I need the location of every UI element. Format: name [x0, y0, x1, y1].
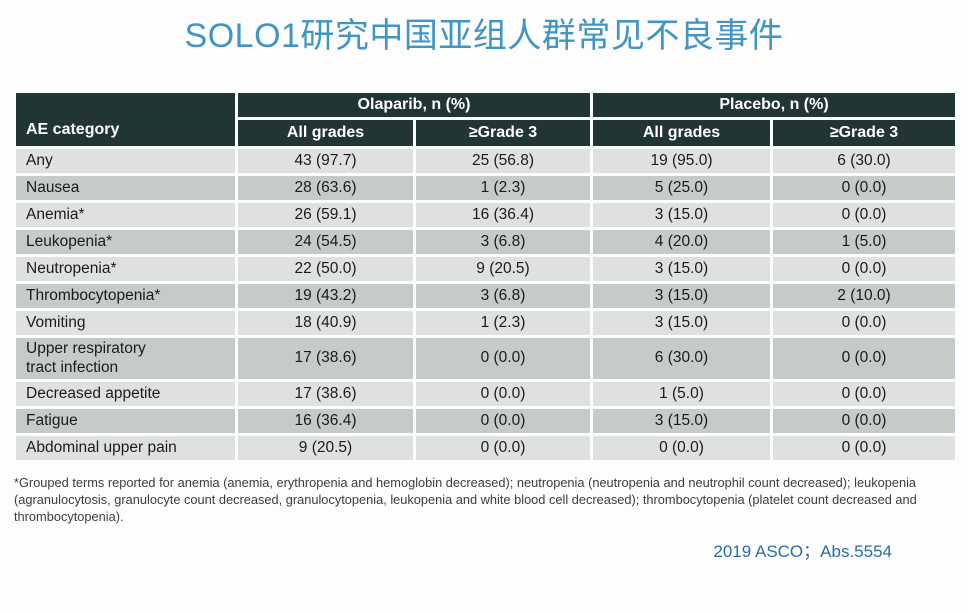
placebo-all-grades-header: All grades: [590, 117, 773, 149]
value-cell: 1 (5.0): [769, 227, 959, 257]
value-cell: 16 (36.4): [235, 405, 416, 436]
grouped-terms-footnote: *Grouped terms reported for anemia (anem…: [14, 475, 917, 525]
table-row: Leukopenia* 24 (54.5) 3 (6.8) 4 (20.0) 1…: [13, 227, 959, 257]
value-cell: 0 (0.0): [413, 335, 593, 382]
olaparib-grade3-header: ≥Grade 3: [413, 117, 593, 149]
ae-category-cell: Fatigue: [13, 405, 238, 436]
value-cell: 4 (20.0): [590, 227, 773, 257]
value-cell: 0 (0.0): [769, 405, 959, 436]
group-header-row: AE category Olaparib, n (%) Placebo, n (…: [13, 90, 959, 149]
value-cell: 3 (6.8): [413, 227, 593, 257]
ae-category-cell: Any: [13, 146, 238, 176]
value-cell: 6 (30.0): [590, 335, 773, 382]
value-cell: 19 (95.0): [590, 146, 773, 176]
olaparib-group-header: Olaparib, n (%): [235, 90, 593, 120]
value-cell: 17 (38.6): [235, 335, 416, 382]
value-cell: 0 (0.0): [413, 378, 593, 409]
value-cell: 3 (15.0): [590, 254, 773, 284]
ae-category-cell: Upper respiratory tract infection: [13, 335, 238, 382]
value-cell: 43 (97.7): [235, 146, 416, 176]
ae-category-header: AE category: [13, 90, 238, 149]
ae-category-cell: Nausea: [13, 173, 238, 203]
value-cell: 0 (0.0): [769, 432, 959, 463]
table-row: Fatigue 16 (36.4) 0 (0.0) 3 (15.0) 0 (0.…: [13, 405, 959, 436]
placebo-grade3-header: ≥Grade 3: [769, 117, 959, 149]
value-cell: 6 (30.0): [769, 146, 959, 176]
value-cell: 3 (15.0): [590, 281, 773, 311]
table-row: Thrombocytopenia* 19 (43.2) 3 (6.8) 3 (1…: [13, 281, 959, 311]
table-row: Vomiting 18 (40.9) 1 (2.3) 3 (15.0) 0 (0…: [13, 308, 959, 338]
table-header: AE category Olaparib, n (%) Placebo, n (…: [13, 90, 959, 149]
value-cell: 9 (20.5): [235, 432, 416, 463]
table-row: Anemia* 26 (59.1) 16 (36.4) 3 (15.0) 0 (…: [13, 200, 959, 230]
value-cell: 16 (36.4): [413, 200, 593, 230]
value-cell: 18 (40.9): [235, 308, 416, 338]
table-row: Upper respiratory tract infection 17 (38…: [13, 335, 959, 382]
sub-header-row: All grades ≥Grade 3 All grades ≥Grade 3: [15, 117, 959, 149]
value-cell: 3 (15.0): [590, 405, 773, 436]
value-cell: 1 (5.0): [590, 378, 773, 409]
value-cell: 0 (0.0): [769, 254, 959, 284]
value-cell: 9 (20.5): [413, 254, 593, 284]
source-citation: 2019 ASCO；Abs.5554: [713, 542, 892, 561]
value-cell: 28 (63.6): [235, 173, 416, 203]
value-cell: 19 (43.2): [235, 281, 416, 311]
ae-category-cell: Vomiting: [13, 308, 238, 338]
table-body: Any 43 (97.7) 25 (56.8) 19 (95.0) 6 (30.…: [13, 146, 959, 463]
ae-category-cell: Thrombocytopenia*: [13, 281, 238, 311]
value-cell: 1 (2.3): [413, 308, 593, 338]
value-cell: 5 (25.0): [590, 173, 773, 203]
table-row: Any 43 (97.7) 25 (56.8) 19 (95.0) 6 (30.…: [13, 146, 959, 176]
value-cell: 25 (56.8): [413, 146, 593, 176]
value-cell: 0 (0.0): [769, 173, 959, 203]
olaparib-all-grades-header: All grades: [235, 117, 416, 149]
value-cell: 0 (0.0): [769, 200, 959, 230]
value-cell: 0 (0.0): [769, 378, 959, 409]
value-cell: 3 (15.0): [590, 200, 773, 230]
value-cell: 0 (0.0): [413, 405, 593, 436]
value-cell: 24 (54.5): [235, 227, 416, 257]
adverse-events-table: AE category Olaparib, n (%) Placebo, n (…: [13, 90, 959, 463]
page-title: SOLO1研究中国亚组人群常见不良事件: [184, 17, 784, 55]
value-cell: 0 (0.0): [769, 308, 959, 338]
value-cell: 3 (15.0): [590, 308, 773, 338]
value-cell: 3 (6.8): [413, 281, 593, 311]
table-row: Abdominal upper pain 9 (20.5) 0 (0.0) 0 …: [13, 432, 959, 463]
value-cell: 26 (59.1): [235, 200, 416, 230]
value-cell: 22 (50.0): [235, 254, 416, 284]
ae-category-cell: Abdominal upper pain: [13, 432, 238, 463]
table-row: Decreased appetite 17 (38.6) 0 (0.0) 1 (…: [13, 378, 959, 409]
table-row: Nausea 28 (63.6) 1 (2.3) 5 (25.0) 0 (0.0…: [13, 173, 959, 203]
value-cell: 17 (38.6): [235, 378, 416, 409]
ae-category-cell: Leukopenia*: [13, 227, 238, 257]
ae-category-cell: Neutropenia*: [13, 254, 238, 284]
table-row: Neutropenia* 22 (50.0) 9 (20.5) 3 (15.0)…: [13, 254, 959, 284]
ae-category-cell: Decreased appetite: [13, 378, 238, 409]
value-cell: 0 (0.0): [413, 432, 593, 463]
value-cell: 0 (0.0): [590, 432, 773, 463]
value-cell: 2 (10.0): [769, 281, 959, 311]
ae-category-cell: Anemia*: [13, 200, 238, 230]
placebo-group-header: Placebo, n (%): [589, 90, 959, 120]
value-cell: 1 (2.3): [413, 173, 593, 203]
value-cell: 0 (0.0): [769, 335, 959, 382]
